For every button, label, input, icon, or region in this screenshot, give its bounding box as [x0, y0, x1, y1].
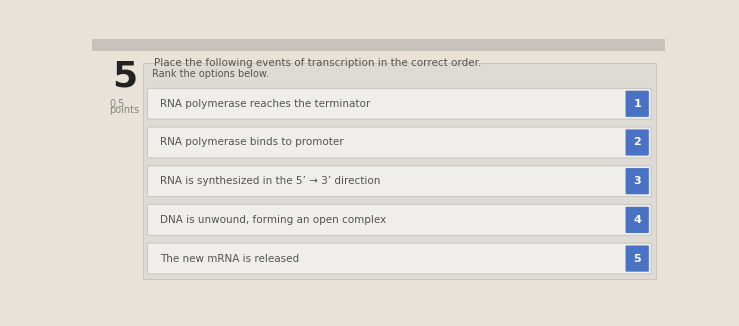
FancyBboxPatch shape: [147, 88, 651, 119]
Text: Place the following events of transcription in the correct order.: Place the following events of transcript…: [154, 58, 482, 67]
FancyBboxPatch shape: [626, 168, 649, 194]
Text: 5: 5: [633, 254, 641, 263]
FancyBboxPatch shape: [626, 245, 649, 272]
FancyBboxPatch shape: [626, 129, 649, 156]
Text: 0.5: 0.5: [109, 99, 125, 109]
Text: 1: 1: [633, 99, 641, 109]
FancyBboxPatch shape: [147, 204, 651, 235]
Text: 5: 5: [112, 59, 137, 93]
Text: Rank the options below.: Rank the options below.: [152, 69, 269, 79]
Text: DNA is unwound, forming an open complex: DNA is unwound, forming an open complex: [160, 215, 386, 225]
Text: points: points: [109, 105, 140, 115]
Text: RNA is synthesized in the 5’ → 3’ direction: RNA is synthesized in the 5’ → 3’ direct…: [160, 176, 380, 186]
FancyBboxPatch shape: [147, 166, 651, 197]
Text: RNA polymerase reaches the terminator: RNA polymerase reaches the terminator: [160, 99, 370, 109]
Text: RNA polymerase binds to promoter: RNA polymerase binds to promoter: [160, 138, 344, 147]
Text: 3: 3: [633, 176, 641, 186]
FancyBboxPatch shape: [626, 91, 649, 117]
Bar: [143, 63, 655, 279]
Text: 2: 2: [633, 138, 641, 147]
FancyBboxPatch shape: [626, 207, 649, 233]
Bar: [92, 39, 665, 52]
Text: 4: 4: [633, 215, 641, 225]
FancyBboxPatch shape: [147, 243, 651, 274]
Text: The new mRNA is released: The new mRNA is released: [160, 254, 299, 263]
FancyBboxPatch shape: [147, 127, 651, 158]
